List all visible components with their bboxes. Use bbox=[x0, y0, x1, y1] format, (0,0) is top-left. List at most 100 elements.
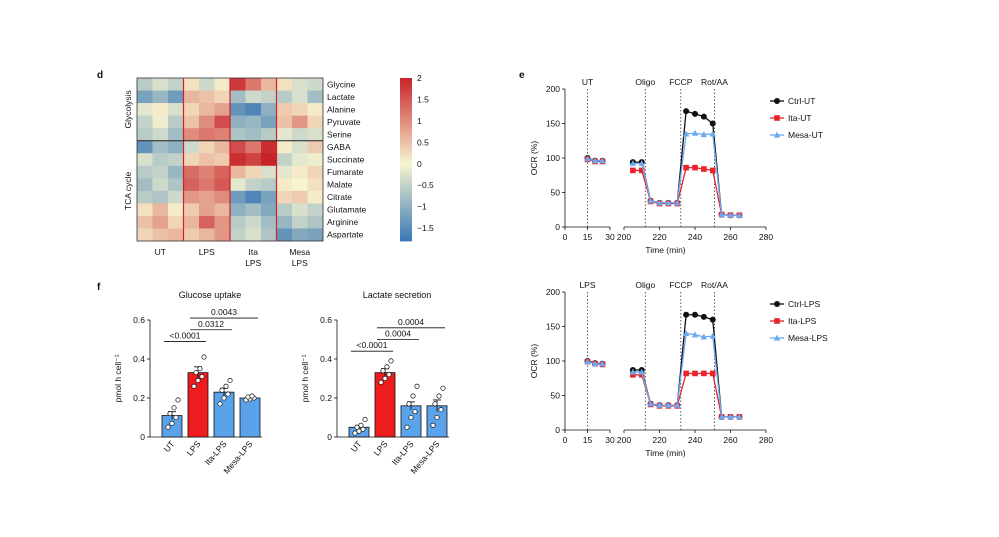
heatmap-cell bbox=[276, 128, 293, 141]
heatmap-cell bbox=[137, 128, 153, 141]
heatmap-row-label: Glycine bbox=[327, 79, 356, 89]
heatmap-cell bbox=[137, 203, 153, 217]
colorbar-segment bbox=[400, 145, 412, 150]
heatmap-cell bbox=[168, 153, 184, 167]
colorbar-segment bbox=[400, 159, 412, 163]
x-tick-label: 30 bbox=[605, 435, 615, 445]
colorbar-segment bbox=[400, 183, 412, 188]
data-point bbox=[701, 370, 707, 377]
data-point bbox=[410, 393, 416, 399]
data-point bbox=[225, 391, 231, 397]
heatmap-cell bbox=[292, 153, 308, 167]
colorbar-tick-label: −0.5 bbox=[417, 180, 434, 190]
heatmap-cell bbox=[245, 190, 262, 204]
data-point bbox=[388, 358, 394, 364]
y-tick-label: 100 bbox=[546, 153, 560, 163]
bar bbox=[239, 397, 261, 438]
colorbar-segment bbox=[400, 213, 412, 217]
y-tick-label: 0.6 bbox=[320, 315, 332, 325]
colorbar-segment bbox=[400, 232, 412, 236]
heatmap-cell bbox=[214, 165, 231, 179]
heatmap-cell bbox=[276, 140, 293, 154]
colorbar-segment bbox=[400, 132, 412, 136]
heatmap-cell bbox=[183, 203, 200, 217]
colorbar-tick-label: −1.5 bbox=[417, 223, 434, 233]
legend-marker bbox=[774, 318, 780, 324]
data-point bbox=[360, 426, 366, 432]
colorbar-segment bbox=[400, 91, 412, 95]
colorbar-segment bbox=[400, 208, 412, 212]
baseline-label: LPS bbox=[579, 280, 595, 290]
heatmap-cell bbox=[183, 165, 200, 179]
data-point bbox=[692, 164, 698, 171]
colorbar-segment bbox=[400, 194, 412, 198]
colorbar-segment bbox=[400, 80, 412, 84]
data-point bbox=[700, 131, 708, 138]
data-point bbox=[727, 211, 734, 218]
bar-chart-lactate-secretion: Lactate secretion 0 0.2 0.4 0.6 pmol h cell⁻¹… bbox=[300, 290, 449, 476]
pvalue-label: 0.0004 bbox=[385, 329, 411, 339]
heatmap-column-label: UT bbox=[155, 247, 166, 257]
colorbar-segment bbox=[400, 175, 412, 179]
heatmap-cell bbox=[214, 140, 231, 154]
y-tick-label: 50 bbox=[551, 391, 561, 401]
colorbar-segment bbox=[400, 151, 412, 155]
data-point bbox=[700, 313, 707, 320]
heatmap-cell bbox=[152, 103, 169, 116]
heatmap-cell bbox=[261, 153, 277, 167]
colorbar-segment bbox=[400, 211, 412, 215]
heatmap-cell bbox=[292, 90, 308, 104]
injection-label: FCCP bbox=[669, 280, 692, 290]
heatmap-row-label: Alanine bbox=[327, 104, 356, 114]
x-tick-label: 220 bbox=[652, 435, 666, 445]
data-point bbox=[362, 416, 368, 423]
heatmap-cell bbox=[183, 215, 200, 229]
heatmap-cell bbox=[230, 215, 246, 229]
colorbar-segment bbox=[400, 192, 412, 196]
data-point bbox=[701, 166, 707, 172]
data-point bbox=[219, 387, 225, 393]
colorbar-segment bbox=[400, 164, 412, 169]
heatmap-cell bbox=[199, 140, 215, 154]
heatmap-cell bbox=[214, 178, 231, 192]
y-tick-label: 100 bbox=[546, 356, 560, 366]
data-point bbox=[682, 130, 690, 137]
heatmap-cell bbox=[168, 115, 184, 129]
colorbar-segment bbox=[400, 202, 412, 207]
colorbar-segment bbox=[400, 230, 412, 234]
data-point bbox=[718, 413, 725, 420]
injection-label: Rot/AA bbox=[701, 280, 728, 290]
heatmap-group-label: TCA cycle bbox=[123, 171, 133, 210]
heatmap-cell bbox=[276, 90, 293, 104]
bar-chart-glucose-uptake: Glucose uptake 0 0.2 0.4 0.6 pmol h cell⁻¹ UT L… bbox=[113, 290, 262, 476]
x-tick-label: 15 bbox=[583, 232, 593, 242]
x-axis-label: Time (min) bbox=[645, 448, 685, 458]
y-tick-label: 0 bbox=[327, 432, 332, 442]
colorbar-segment bbox=[400, 116, 412, 120]
heatmap-cell bbox=[292, 103, 308, 116]
data-point bbox=[718, 211, 725, 218]
heatmap-cell bbox=[307, 153, 324, 167]
heatmap-cell bbox=[245, 165, 262, 179]
data-point bbox=[191, 383, 197, 389]
colorbar-segment bbox=[400, 167, 412, 171]
heatmap-cell bbox=[276, 190, 293, 204]
data-point bbox=[691, 331, 699, 338]
x-tick-label: 260 bbox=[723, 435, 737, 445]
legend-marker bbox=[773, 334, 781, 341]
heatmap-row-label: Succinate bbox=[327, 155, 365, 165]
y-tick-label: 200 bbox=[546, 84, 560, 94]
bar bbox=[400, 405, 422, 438]
x-tick-label: 200 bbox=[617, 232, 631, 242]
data-point bbox=[674, 199, 681, 206]
heatmap-cell bbox=[261, 115, 277, 129]
legend-marker bbox=[773, 131, 781, 138]
pvalue-label: <0.0001 bbox=[357, 340, 388, 350]
data-point bbox=[414, 383, 420, 389]
data-point bbox=[354, 424, 360, 430]
colorbar-segment bbox=[400, 216, 412, 220]
data-point bbox=[201, 354, 207, 360]
heatmap-cell bbox=[261, 140, 277, 154]
heatmap-cell bbox=[152, 228, 169, 242]
heatmap-cell bbox=[245, 128, 262, 141]
